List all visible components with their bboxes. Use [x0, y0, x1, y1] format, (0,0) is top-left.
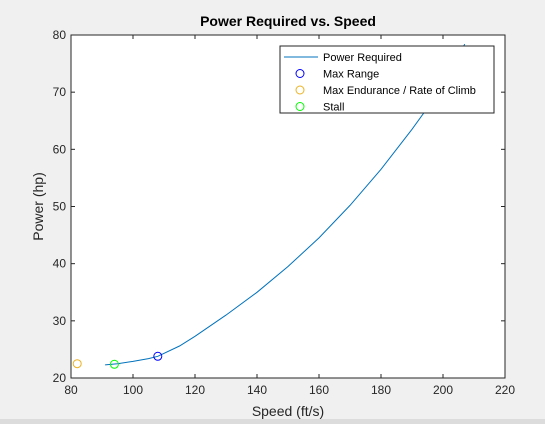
x-tick-label: 140: [247, 383, 267, 397]
legend-entry-label: Max Range: [323, 69, 379, 81]
x-axis-ticks: 80 100 120 140 160 180 200 220: [64, 35, 515, 397]
y-tick-label: 60: [53, 142, 67, 156]
x-tick-label: 80: [64, 383, 78, 397]
y-tick-label: 40: [53, 257, 67, 271]
marker-max-endurance-rate-of-climb: [72, 359, 82, 369]
x-tick-label: 180: [371, 383, 391, 397]
y-axis-label: Power (hp): [30, 172, 46, 240]
y-tick-label: 50: [53, 200, 67, 214]
legend-marker-swatch: [295, 69, 305, 78]
x-tick-label: 100: [123, 383, 143, 397]
bottom-strip: [0, 419, 545, 424]
y-tick-label: 70: [53, 85, 67, 99]
x-axis-label: Speed (ft/s): [252, 403, 324, 419]
legend-entry-label: Power Required: [323, 52, 402, 64]
x-tick-label: 160: [309, 383, 329, 397]
axes-box: [70, 34, 506, 379]
y-tick-label: 30: [53, 314, 67, 328]
marker-max-range: [153, 351, 163, 361]
legend-marker-swatch: [295, 85, 305, 95]
y-tick-label: 80: [53, 28, 67, 42]
legend-entry-label: Stall: [323, 102, 344, 114]
legend-entry-label: Max Endurance / Rate of Climb: [323, 85, 476, 97]
chart-title: Power Required vs. Speed: [200, 13, 376, 29]
power-required-line: [105, 43, 466, 366]
x-tick-label: 120: [185, 383, 205, 397]
series-layer: [72, 43, 466, 369]
legend-marker-swatch: [295, 102, 305, 111]
legend: Power Required Max Range Max Endurance / R…: [279, 45, 495, 114]
y-tick-label: 20: [53, 371, 67, 385]
x-tick-label: 200: [433, 383, 453, 397]
x-tick-label: 220: [495, 383, 515, 397]
y-axis-ticks: 20 30 40 50 60 70 80: [53, 28, 505, 385]
marker-stall: [109, 359, 119, 369]
